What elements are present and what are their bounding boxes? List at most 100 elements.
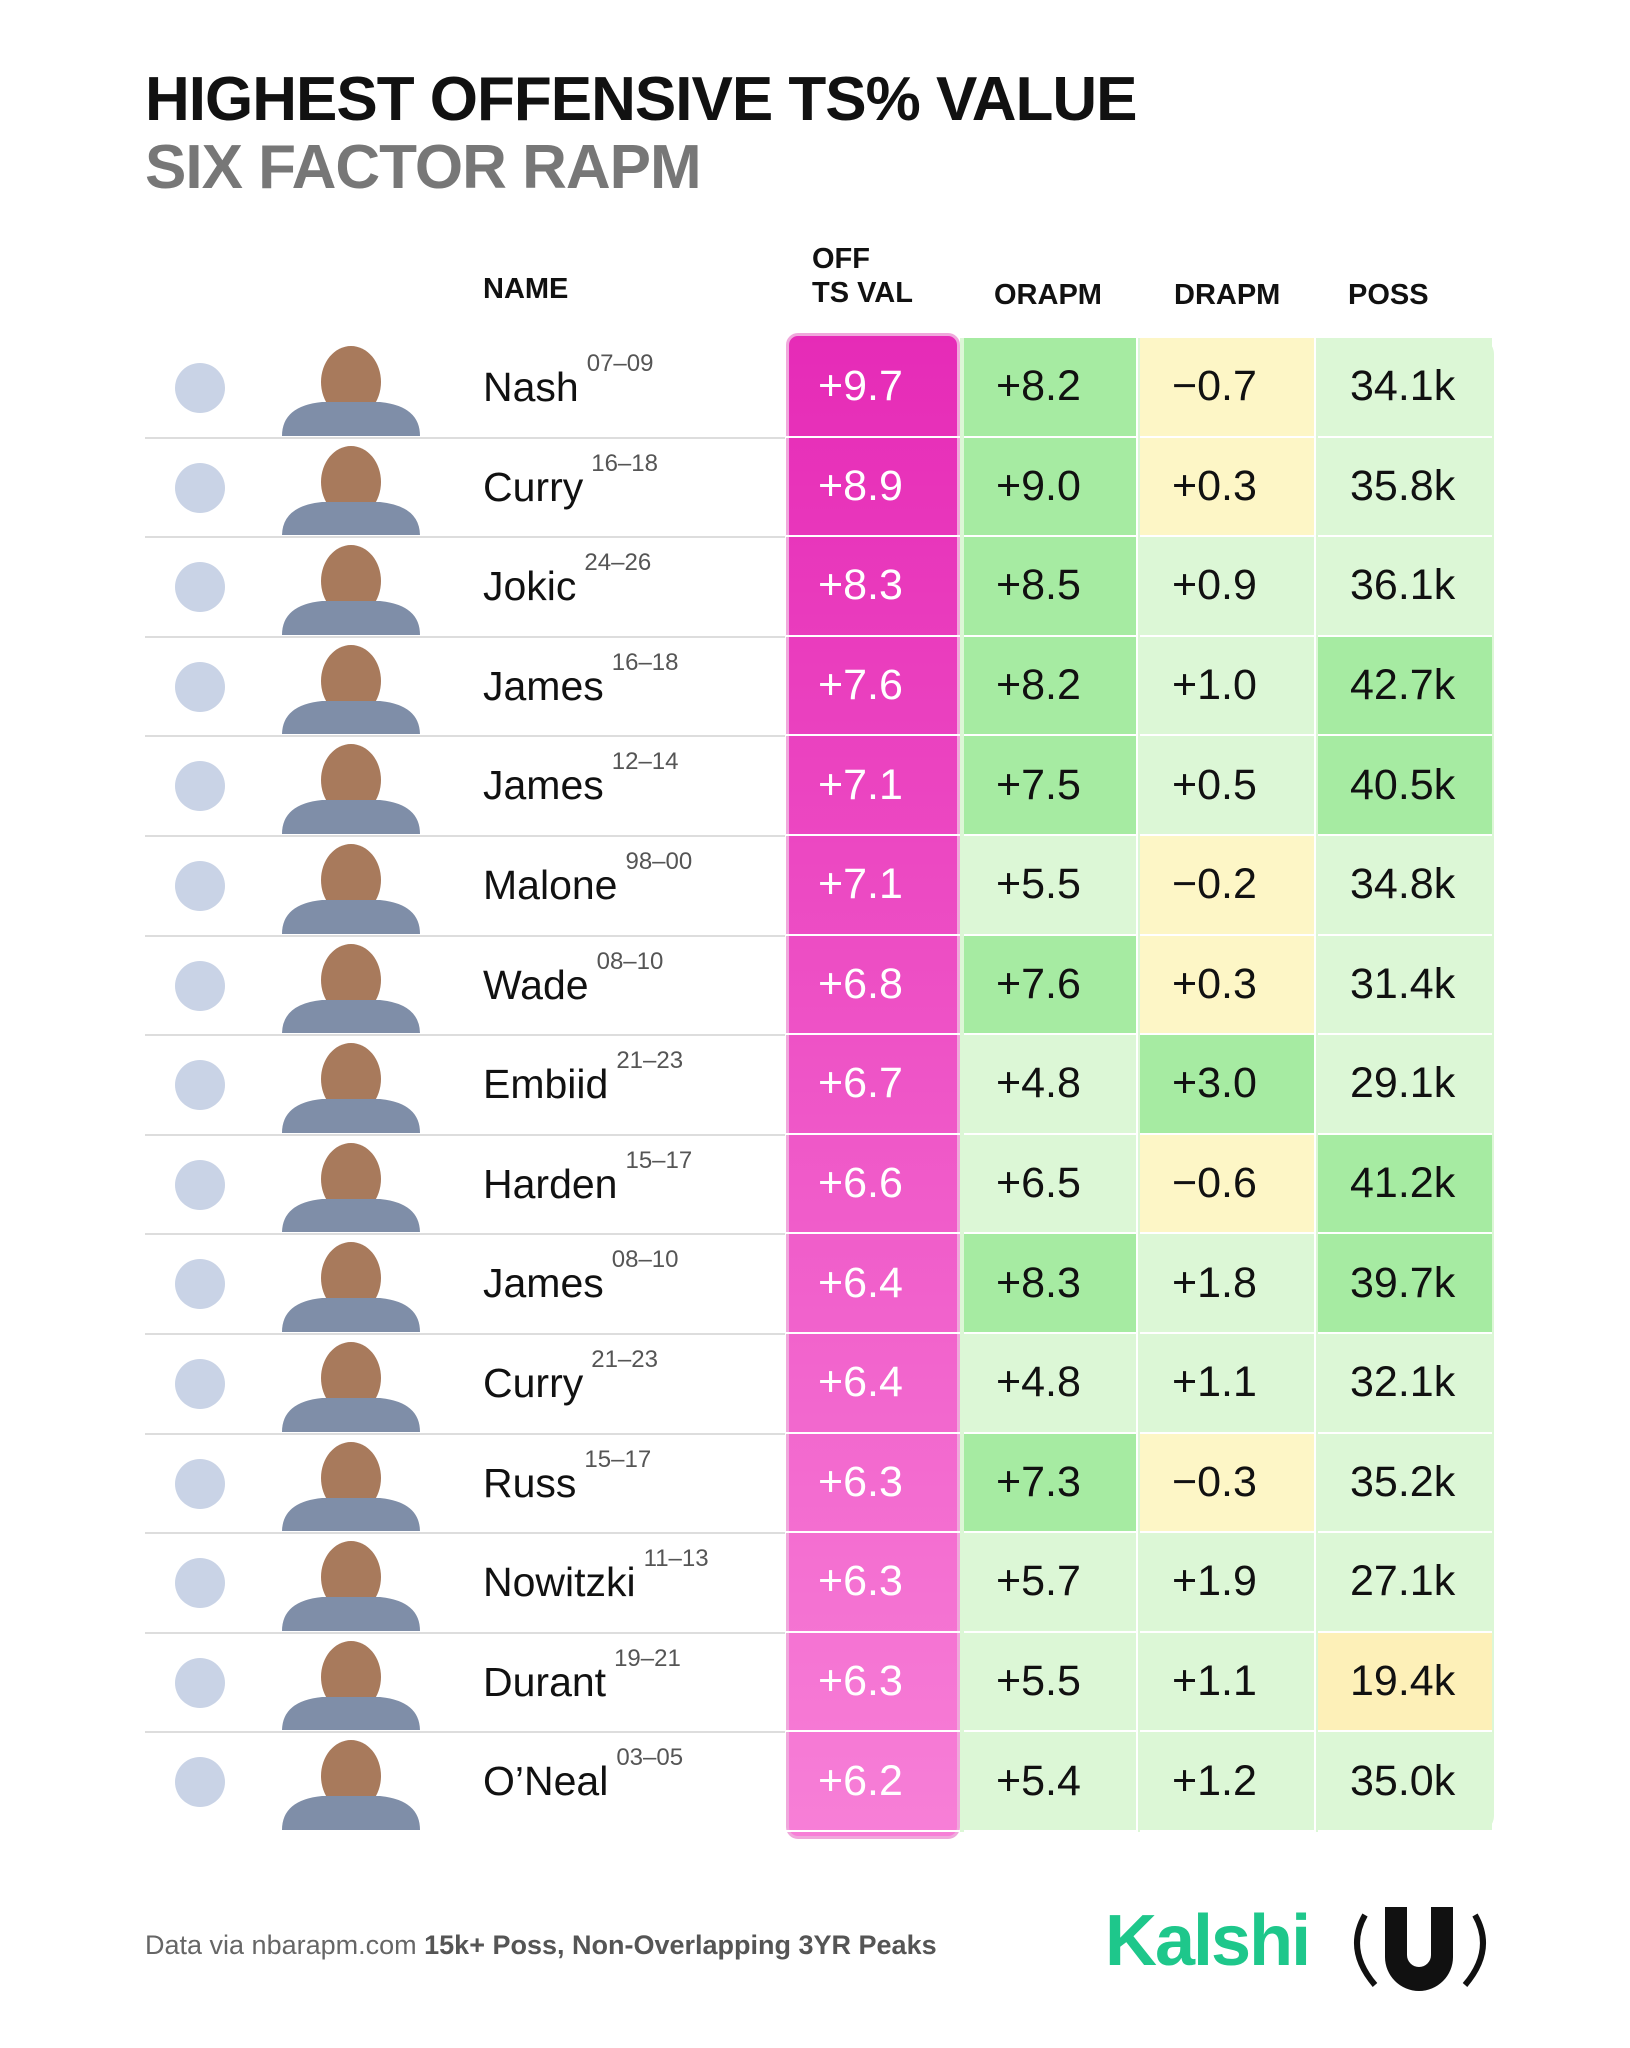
team-logo: [175, 1558, 225, 1609]
name: Embiid: [483, 1061, 609, 1108]
cell-poss: 34.8k: [1318, 836, 1492, 936]
cell-poss: 36.1k: [1318, 537, 1492, 637]
cell-drapm: +1.1: [1140, 1632, 1316, 1733]
row-separator: [145, 1731, 785, 1734]
cell-off: +6.3: [786, 1434, 960, 1534]
player-name: Wade08–10: [483, 948, 663, 1009]
years: 24–26: [584, 549, 652, 577]
cell-drapm: +0.5: [1140, 736, 1316, 836]
cell-orapm: +7.5: [964, 736, 1138, 836]
cell-poss: 35.0k: [1318, 1732, 1492, 1832]
player-name: Curry 21–23: [483, 1346, 658, 1407]
row-separator: [145, 835, 785, 837]
cell-poss: 27.1k: [1318, 1533, 1492, 1633]
cell-poss: 34.1k: [1318, 338, 1492, 438]
cell-drapm: −0.6: [1140, 1134, 1316, 1235]
cell-drapm: −0.2: [1140, 836, 1316, 936]
cell-off: +7.6: [786, 637, 960, 737]
silhouette: [282, 346, 420, 436]
player-name: O’Neal03–05: [483, 1744, 683, 1805]
silhouette: [282, 1441, 420, 1532]
years: 07–09: [586, 350, 654, 377]
name: Nash: [483, 364, 579, 410]
row-separator: [145, 436, 785, 439]
player-photo: [272, 1137, 430, 1233]
team-logo: [175, 1060, 225, 1111]
cell-poss: 19.4k: [1318, 1632, 1492, 1733]
silhouette: [282, 445, 420, 536]
name: James: [483, 762, 604, 809]
cell-poss: 35.2k: [1318, 1433, 1492, 1534]
cell-poss: 41.2k: [1318, 1134, 1492, 1235]
silhouette: [282, 943, 420, 1034]
row-separator: [145, 1034, 785, 1037]
name: Durant: [483, 1658, 607, 1705]
cell-poss: 32.1k: [1318, 1334, 1492, 1434]
cell-orapm: +8.2: [964, 636, 1138, 737]
years: 16–18: [591, 449, 658, 477]
cell-poss: 29.1k: [1318, 1035, 1492, 1135]
team-logo: [175, 861, 225, 911]
cell-drapm: +1.8: [1140, 1234, 1316, 1334]
cell-drapm: +1.0: [1140, 636, 1316, 737]
cell-drapm: +1.1: [1140, 1334, 1316, 1434]
player-photo: [272, 938, 430, 1034]
years: 21–23: [616, 1047, 684, 1075]
row-separator: [145, 635, 785, 638]
cell-off: +6.4: [786, 1234, 960, 1334]
note: 15k+ Poss, Non-Overlapping 3YR Peaks: [424, 1930, 937, 1960]
team-logo: [175, 960, 225, 1011]
years: 15–17: [625, 1146, 693, 1174]
team-logo: [175, 661, 225, 712]
column-header: DRAPM: [1174, 279, 1281, 311]
row-separator: [145, 934, 785, 937]
row-separator: [145, 1432, 785, 1435]
player-photo: [272, 838, 430, 934]
cell-drapm: −0.7: [1140, 338, 1316, 438]
years: 19–21: [614, 1644, 681, 1672]
row-separator: [145, 735, 785, 738]
name: James: [483, 662, 604, 709]
cell-drapm: +0.3: [1140, 437, 1316, 538]
silhouette: [282, 1242, 420, 1332]
team-logo: [175, 363, 225, 413]
cell-orapm: +4.8: [964, 1035, 1138, 1135]
name: O’Neal: [483, 1758, 609, 1805]
highlight-column: [786, 333, 960, 1839]
cell-off: +6.6: [786, 1135, 960, 1235]
cell-poss: 42.7k: [1318, 636, 1492, 737]
years: 12–14: [611, 748, 679, 776]
player-name: James16–18: [483, 649, 679, 710]
player-photo: [272, 539, 430, 635]
column-header: ORAPM: [994, 279, 1102, 311]
cell-poss: 35.8k: [1318, 437, 1492, 538]
title: HIGHEST OFFENSIVE TS% VALUE: [145, 65, 1138, 134]
footer: Data via nbarapm.com 15k+ Poss, Non-Over…: [145, 1930, 937, 1961]
name: Russ: [483, 1459, 577, 1506]
cell-poss: 39.7k: [1318, 1234, 1492, 1334]
row-separator: [145, 1233, 785, 1236]
silhouette: [282, 1541, 420, 1631]
name: Jokic: [483, 563, 577, 610]
cell-orapm: +8.2: [964, 338, 1138, 438]
name: James: [483, 1260, 604, 1307]
cell-off: +6.7: [786, 1035, 960, 1135]
column-header: NAME: [483, 273, 569, 305]
player-photo: [272, 1734, 430, 1830]
brand: Kalshi: [1105, 1901, 1311, 1981]
team-logo: [175, 462, 225, 513]
player-photo: [272, 1037, 430, 1133]
row-separator: [145, 1532, 785, 1535]
cell-orapm: +5.5: [964, 836, 1138, 936]
years: 03–05: [616, 1744, 684, 1772]
source: Data via nbarapm.com: [145, 1930, 417, 1960]
team-logo: [175, 1657, 225, 1708]
cell-drapm: +0.9: [1140, 537, 1316, 637]
team-logo: [175, 1259, 225, 1310]
years: 08–10: [596, 947, 664, 975]
cell-off: +7.1: [786, 736, 960, 836]
player-photo: [272, 1635, 430, 1731]
silhouette: [282, 844, 420, 934]
silhouette: [282, 1640, 420, 1731]
